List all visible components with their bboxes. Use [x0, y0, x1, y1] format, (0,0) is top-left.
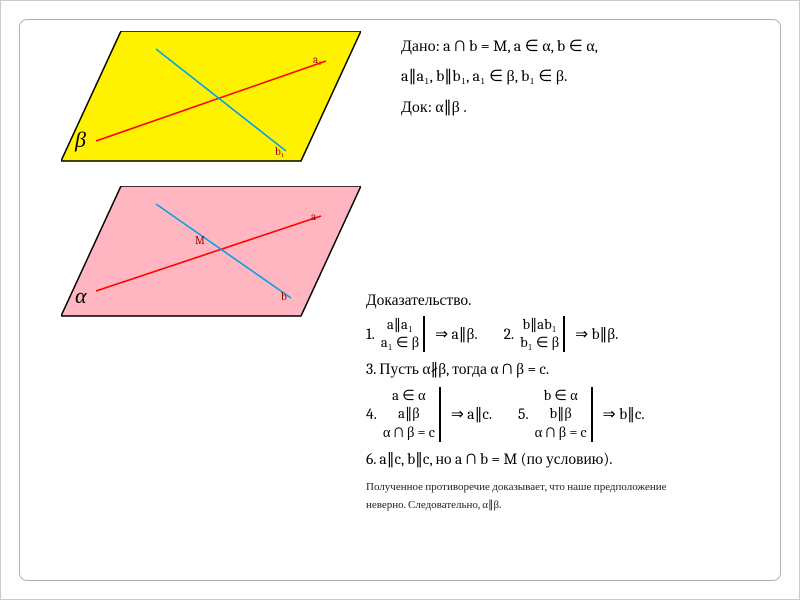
diagram-beta-svg [61, 31, 361, 171]
proof-title: Доказательство. [366, 291, 781, 310]
diagram-alpha-svg [61, 186, 361, 326]
step4-l1: a ∈ α [392, 387, 425, 405]
plane-label-beta: β [75, 127, 86, 153]
step1-bar [423, 316, 425, 352]
step1-res: ⇒ a∥β. [435, 325, 478, 344]
step2-bot: b₁ ∈ β [520, 334, 559, 352]
proof-steps-1-2: 1. a∥a₁ a₁ ∈ β ⇒ a∥β. 2. b∥ab₁ b₁ ∈ β ⇒ … [366, 316, 781, 352]
step4-bar [439, 387, 441, 441]
given-block: Дано: a ∩ b = M, a ∈ α, b ∈ α, a∥a₁, b∥b… [401, 31, 771, 122]
given-line1: Дано: a ∩ b = M, a ∈ α, b ∈ α, [401, 31, 771, 61]
step1-bot: a₁ ∈ β [381, 334, 419, 352]
step4-l3: α ∩ β = c [383, 424, 435, 442]
label-b1: b₁ [275, 145, 285, 158]
plane-beta [61, 31, 361, 161]
conclusion1: Полученное противоречие доказывает, что … [366, 479, 781, 496]
diagram-beta: a₁ b₁ [61, 31, 361, 171]
diagram-alpha: a b M [61, 186, 361, 326]
proof-steps-4-5: 4. a ∈ α a∥β α ∩ β = c ⇒ a∥c. 5. b ∈ α b… [366, 387, 781, 441]
step1-top: a∥a₁ [387, 316, 413, 334]
step4-res: ⇒ a∥c. [451, 405, 492, 423]
step2-res: ⇒ b∥β. [575, 325, 618, 344]
label-b: b [281, 290, 287, 303]
step2-bar [563, 316, 565, 352]
step6: 6. a∥c, b∥c, но a ∩ b = M (по условию). [366, 450, 781, 469]
step5-l1: b ∈ α [544, 387, 578, 405]
step4-num: 4. [366, 405, 377, 423]
step2-top: b∥ab₁ [523, 316, 557, 334]
given-line3: Док: α∥β . [401, 92, 771, 122]
step5-bar [591, 387, 593, 441]
step5-l2: b∥β [550, 405, 572, 423]
label-M: M [195, 234, 205, 247]
step4-l2: a∥β [398, 405, 419, 423]
step5-res: ⇒ b∥c. [603, 405, 645, 423]
plane-alpha [61, 186, 361, 316]
label-a1: a₁ [313, 53, 322, 66]
conclusion2: неверно. Следовательно, α∥β. [366, 497, 781, 514]
step5-l3: α ∩ β = c [535, 424, 587, 442]
plane-label-alpha: α [75, 283, 87, 309]
step3: 3. Пусть α∦β, тогда α ∩ β = c. [366, 360, 781, 379]
proof-block: Доказательство. 1. a∥a₁ a₁ ∈ β ⇒ a∥β. 2.… [366, 291, 781, 514]
label-a: a [311, 210, 316, 223]
step1-num: 1. [366, 325, 375, 343]
given-line2: a∥a₁, b∥b₁, a₁ ∈ β, b₁ ∈ β. [401, 61, 771, 91]
step5-num: 5. [518, 405, 529, 423]
step2-num: 2. [504, 325, 515, 343]
